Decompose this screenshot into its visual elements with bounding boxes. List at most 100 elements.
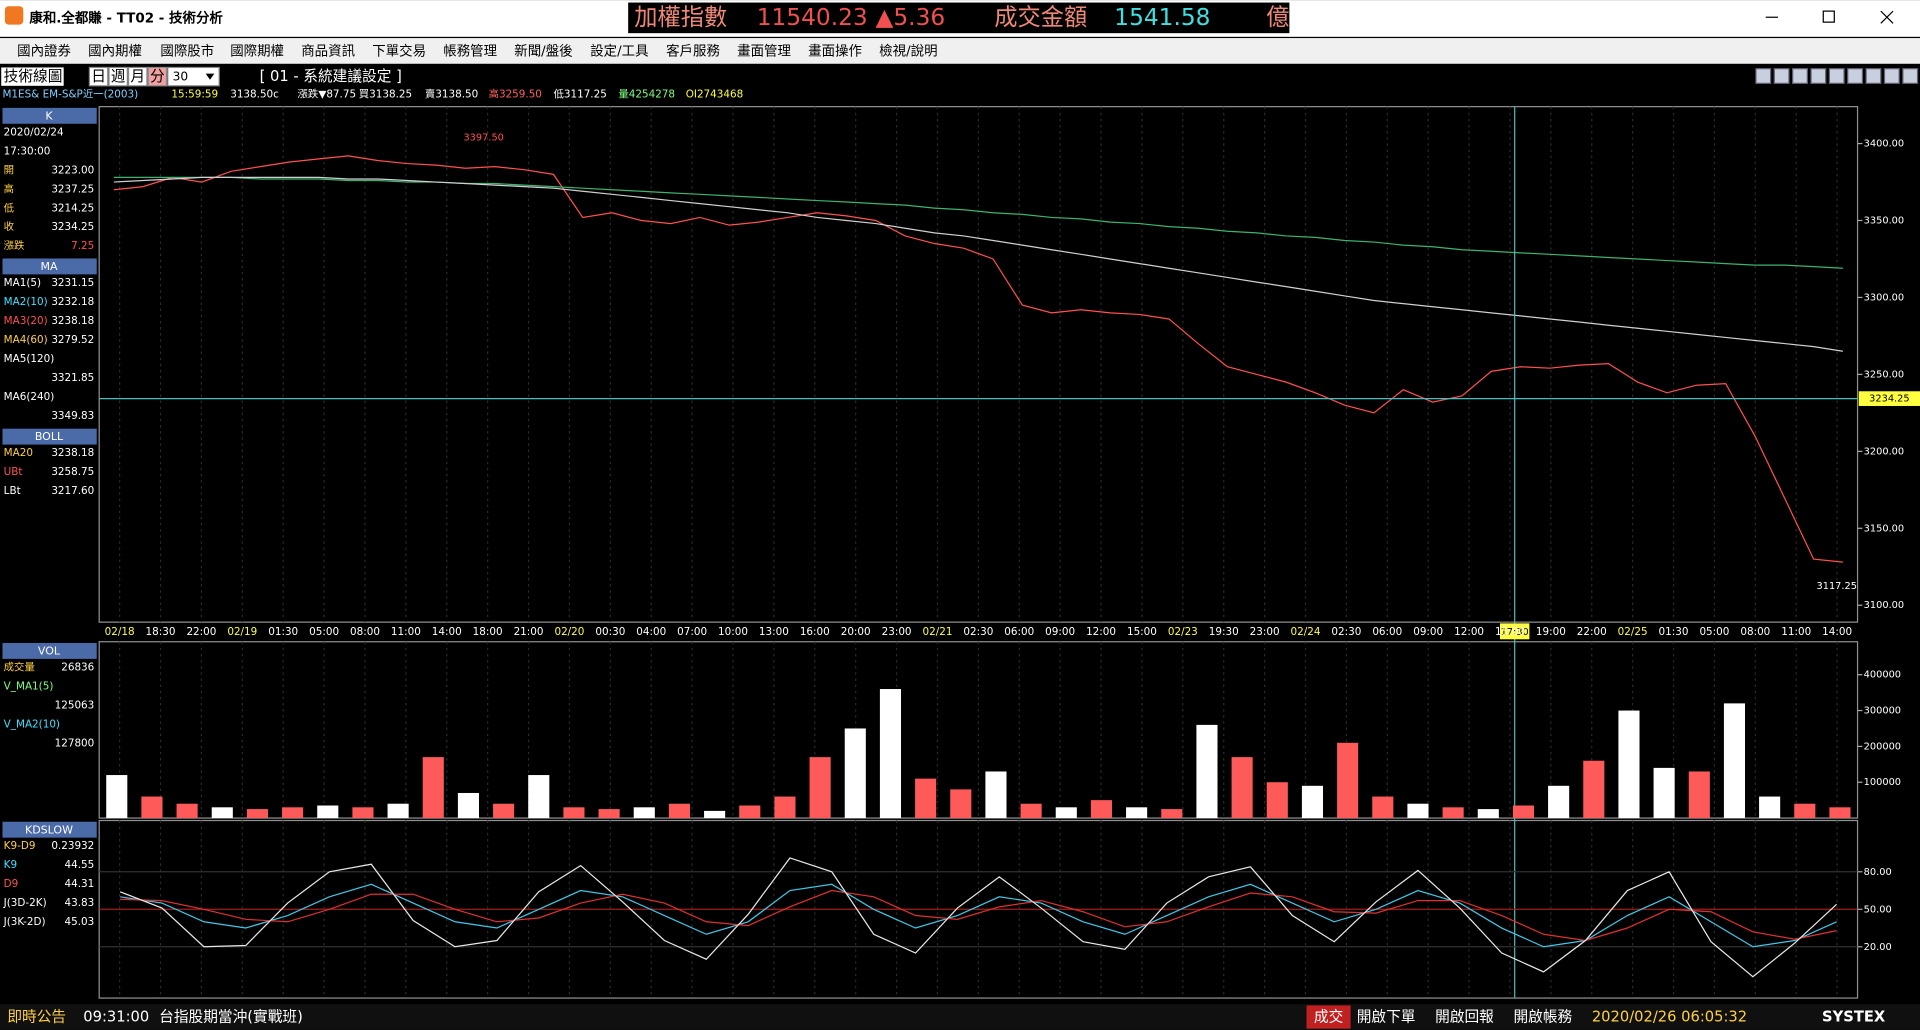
time-label: 16:00 [800, 626, 830, 638]
time-label: 09:00 [1413, 626, 1443, 638]
restore-button[interactable] [1822, 10, 1835, 23]
menu-item[interactable]: 下單交易 [372, 43, 426, 60]
time-label: 01:30 [1659, 626, 1689, 638]
period-button[interactable] [88, 66, 109, 87]
time-label: 14:00 [1822, 626, 1852, 638]
period-label[interactable]: 月 [130, 68, 145, 85]
panel-header [2, 642, 97, 659]
indicator-value: 125063 [55, 699, 95, 711]
time-label: 00:30 [595, 626, 625, 638]
tool-icon[interactable] [1828, 68, 1845, 84]
status-button[interactable]: 開啟下單 [1357, 1009, 1416, 1026]
interval-select[interactable] [167, 66, 220, 87]
y-tick-label: 80.00 [1864, 867, 1892, 878]
indicator-line [120, 889, 1837, 942]
trade-button[interactable]: 成交 [1314, 1008, 1344, 1026]
close-button[interactable] [1880, 10, 1894, 24]
indicator-line [113, 176, 1843, 352]
quote-info: 賣3138.50 [425, 87, 478, 100]
crosshair-price-box [1858, 391, 1920, 406]
indicator-value: 3321.85 [51, 372, 94, 384]
volume-bar [1337, 742, 1359, 819]
period-button[interactable] [108, 66, 128, 87]
menu-item[interactable]: 國內證券 [17, 43, 71, 60]
indicator-value: 3238.18 [51, 315, 94, 327]
panel-header-label: MA [40, 260, 58, 273]
interval-value[interactable]: 30 [173, 70, 189, 84]
quote-info: 15:59:59 [171, 88, 218, 100]
window-title: 康和.全都賺 - TT02 - 技術分析 [29, 9, 223, 26]
period-label[interactable]: 日 [91, 68, 106, 85]
volume-bar [1618, 710, 1640, 819]
menu-item[interactable]: 設定/工具 [590, 44, 648, 60]
y-tick-label: 3150.00 [1864, 523, 1904, 534]
volume-bar [387, 803, 409, 819]
template-label: [ 01 - 系統建議設定 ] [260, 67, 402, 85]
panel-header-label: KDSLOW [25, 823, 73, 836]
quote-info: M1ES& EM-S&P近一(2003) [2, 87, 138, 100]
volume-bar [1055, 807, 1077, 819]
brand-logo: SYSTEX [1822, 1009, 1886, 1026]
menu-item[interactable]: 新聞/盤後 [514, 44, 573, 60]
trade-box[interactable] [1306, 1005, 1351, 1029]
quote-info: 低3117.25 [553, 87, 606, 100]
volume-bar [668, 803, 690, 819]
period-label[interactable]: 週 [111, 68, 126, 85]
ticker-box [628, 2, 1290, 34]
panel-header-label: VOL [38, 645, 61, 658]
status-button[interactable]: 開啟帳務 [1513, 1009, 1572, 1026]
menu-item[interactable]: 商品資訊 [301, 44, 355, 60]
crosshair-time-box [1500, 623, 1530, 640]
volume-bar [457, 792, 479, 819]
y-tick-label: 3400.00 [1864, 139, 1904, 150]
tool-icon[interactable] [1810, 68, 1827, 84]
period-button[interactable] [147, 66, 168, 87]
time-label: 06:00 [1004, 626, 1034, 638]
tool-icon[interactable] [1902, 68, 1919, 84]
y-tick-label: 3200.00 [1864, 446, 1904, 457]
time-label: 13:00 [759, 626, 789, 638]
volume-bar [879, 689, 901, 819]
time-label: 02/25 [1618, 626, 1648, 638]
time-label: 11:00 [1781, 626, 1811, 638]
tool-icon[interactable] [1847, 68, 1864, 84]
menu-item[interactable]: 畫面管理 [737, 44, 791, 60]
volume-bar [563, 807, 585, 819]
period-label[interactable]: 分 [150, 68, 165, 85]
volume-bar [633, 807, 655, 819]
menu-item[interactable]: 客戶服務 [666, 43, 720, 60]
time-label: 02/20 [554, 626, 584, 638]
time-label: 22:00 [1577, 626, 1607, 638]
quote-info: 3138.50c [230, 88, 279, 100]
y-tick-label: 100000 [1864, 777, 1901, 788]
indicator-value: 3223.00 [51, 164, 94, 176]
volume-bar [1512, 805, 1535, 819]
indicator-label: 2020/02/24 [4, 126, 64, 138]
time-label: 10:00 [718, 626, 748, 638]
indicator-label: K9 [4, 859, 17, 871]
tool-icon[interactable] [1773, 68, 1790, 84]
menu-item[interactable]: 畫面操作 [808, 44, 862, 60]
time-label: 05:00 [1699, 626, 1729, 638]
menu-item[interactable]: 帳務管理 [443, 44, 497, 60]
menu-item[interactable]: 檢視/說明 [879, 43, 937, 60]
ticker-unit: 億 [1266, 4, 1289, 31]
time-label: 15:00 [1495, 626, 1525, 638]
status-datetime: 2020/02/26 06:05:32 [1592, 1009, 1747, 1026]
y-tick-label: 20.00 [1864, 942, 1892, 953]
volume-bar [246, 809, 268, 819]
status-button[interactable]: 開啟回報 [1435, 1009, 1494, 1026]
panel-header [2, 107, 97, 124]
menu-item[interactable]: 國內期權 [88, 44, 142, 60]
tool-icon[interactable] [1883, 68, 1900, 84]
volume-bar [844, 728, 866, 819]
time-label: 18:00 [473, 626, 503, 638]
indicator-value: 45.03 [65, 916, 95, 928]
menu-item[interactable]: 國際期權 [230, 44, 284, 60]
tool-icon[interactable] [1755, 68, 1772, 84]
period-button[interactable] [127, 66, 148, 87]
volume-bar [704, 810, 726, 819]
menu-item[interactable]: 國際股市 [160, 43, 214, 60]
tool-icon[interactable] [1792, 68, 1808, 84]
tool-icon[interactable] [1865, 68, 1882, 84]
